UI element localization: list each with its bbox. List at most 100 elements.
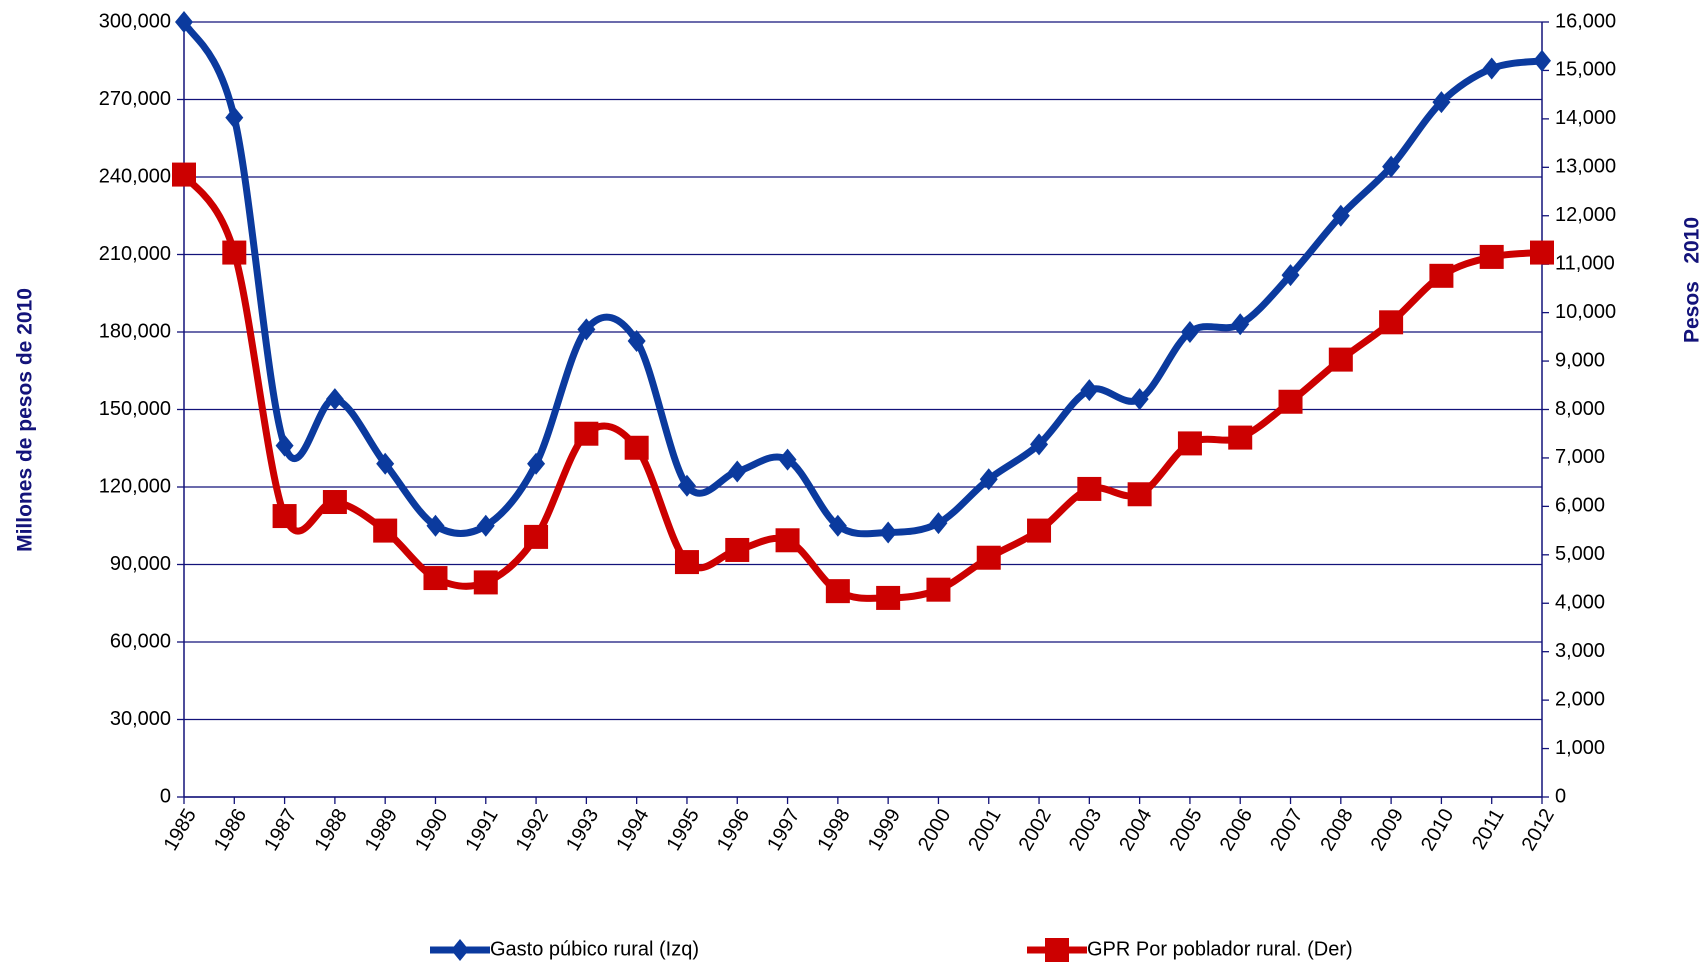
- data-point: [275, 434, 294, 457]
- y-tick-label: 90,000: [110, 553, 171, 575]
- data-point: [879, 521, 898, 544]
- y-tick-label: 180,000: [99, 320, 171, 342]
- x-tick-label: 1985: [160, 805, 201, 855]
- legend-marker: [451, 939, 469, 961]
- data-point: [1530, 240, 1554, 265]
- data-point: [423, 566, 448, 591]
- x-tick-label: 2006: [1216, 805, 1257, 855]
- data-point: [473, 570, 498, 595]
- data-point: [728, 460, 747, 483]
- y2-tick-label: 6,000: [1555, 495, 1605, 517]
- data-point: [376, 452, 395, 475]
- x-tick-label: 1995: [663, 805, 704, 855]
- y2-tick-label: 5,000: [1555, 543, 1605, 565]
- x-tick-label: 2004: [1115, 805, 1156, 855]
- y2-tick-label: 4,000: [1555, 592, 1605, 614]
- data-point: [1228, 425, 1253, 450]
- x-tick-label: 1986: [210, 805, 251, 855]
- x-tick-label: 2002: [1015, 805, 1056, 855]
- data-point: [725, 537, 750, 562]
- data-point: [574, 421, 599, 446]
- data-point: [272, 504, 297, 529]
- x-tick-label: 1988: [310, 805, 351, 855]
- data-point: [976, 545, 1001, 570]
- data-point: [322, 490, 347, 515]
- y2-tick-label: 1,000: [1555, 737, 1605, 759]
- data-point: [325, 388, 344, 411]
- x-tick-label: 2008: [1316, 805, 1357, 855]
- data-point: [577, 318, 596, 341]
- data-point: [1130, 388, 1149, 411]
- x-tick-label: 2007: [1266, 805, 1307, 855]
- y2-axis-title: Pesos 2010: [1681, 217, 1704, 343]
- data-point: [775, 528, 800, 553]
- x-tick-label: 1992: [512, 805, 553, 855]
- y2-tick-label: 3,000: [1555, 640, 1605, 662]
- y-tick-label: 60,000: [110, 630, 171, 652]
- data-point: [926, 577, 951, 602]
- y2-tick-label: 14,000: [1555, 107, 1616, 129]
- y2-tick-label: 10,000: [1555, 301, 1616, 323]
- data-point: [1432, 91, 1451, 114]
- x-tick-label: 2000: [914, 805, 955, 855]
- x-tick-label: 2001: [964, 805, 1005, 855]
- x-tick-label: 2003: [1065, 805, 1106, 855]
- x-tick-label: 1989: [361, 805, 402, 855]
- x-tick-label: 1987: [260, 805, 301, 855]
- data-point: [677, 474, 696, 497]
- data-point: [373, 518, 398, 543]
- data-point: [674, 550, 699, 575]
- data-point: [1331, 204, 1350, 227]
- y-tick-label: 300,000: [99, 10, 171, 32]
- data-point: [1231, 313, 1250, 336]
- data-point: [1479, 244, 1504, 269]
- legend-label: Gasto púbico rural (Izq): [490, 938, 699, 960]
- x-tick-label: 2009: [1367, 805, 1408, 855]
- data-point: [225, 106, 244, 129]
- y2-tick-label: 7,000: [1555, 446, 1605, 468]
- data-point: [624, 435, 649, 460]
- data-point: [222, 240, 247, 265]
- x-tick-label: 1997: [763, 805, 804, 855]
- data-point: [778, 448, 797, 471]
- y2-tick-label: 13,000: [1555, 156, 1616, 178]
- x-tick-label: 1994: [612, 805, 653, 855]
- y2-tick-label: 9,000: [1555, 349, 1605, 371]
- y-tick-label: 30,000: [110, 708, 171, 730]
- y2-tick-label: 8,000: [1555, 398, 1605, 420]
- data-point: [1482, 57, 1501, 80]
- data-point: [1077, 476, 1102, 501]
- y-tick-label: 150,000: [99, 398, 171, 420]
- y2-tick-label: 0: [1555, 785, 1566, 807]
- data-point: [1027, 518, 1052, 543]
- y2-tick-label: 16,000: [1555, 10, 1616, 32]
- data-point: [1080, 379, 1099, 402]
- x-tick-label: 2012: [1518, 805, 1559, 855]
- data-point: [1328, 347, 1353, 372]
- data-point: [1278, 389, 1303, 414]
- y2-tick-label: 11,000: [1555, 252, 1615, 274]
- y-tick-label: 240,000: [99, 165, 171, 187]
- x-tick-label: 1998: [813, 805, 854, 855]
- legend-label: GPR Por poblador rural. (Der): [1087, 938, 1353, 960]
- y-tick-label: 270,000: [99, 88, 171, 110]
- data-point: [1030, 433, 1049, 456]
- legend-marker: [1045, 938, 1069, 962]
- data-point: [929, 512, 948, 535]
- data-point: [1533, 49, 1551, 72]
- y2-tick-label: 12,000: [1555, 204, 1616, 226]
- data-point: [1382, 155, 1401, 178]
- data-point: [1429, 263, 1454, 288]
- data-point: [828, 514, 847, 537]
- y-tick-label: 210,000: [99, 243, 171, 265]
- y2-tick-label: 15,000: [1555, 59, 1616, 81]
- x-tick-label: 1991: [461, 805, 502, 855]
- data-point: [524, 524, 549, 549]
- x-tick-label: 1996: [713, 805, 754, 855]
- data-point: [979, 468, 998, 491]
- x-tick-label: 1999: [864, 805, 905, 855]
- data-point: [627, 330, 646, 353]
- x-tick-label: 2005: [1166, 805, 1207, 855]
- x-tick-label: 1993: [562, 805, 603, 855]
